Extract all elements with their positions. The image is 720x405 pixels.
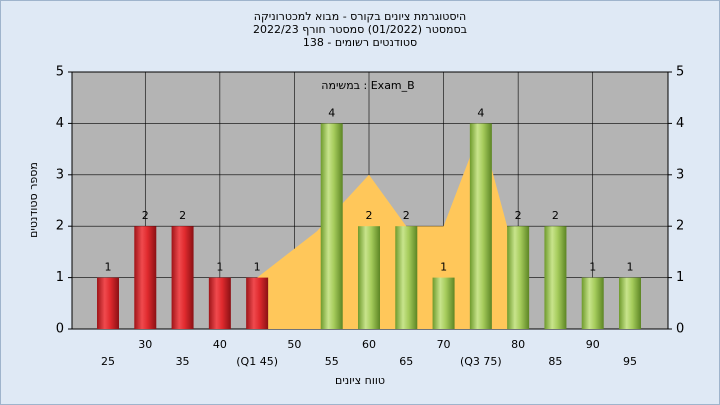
value-label: 2 (142, 209, 149, 222)
value-label: 1 (254, 261, 261, 274)
x-tick-label: 95 (623, 355, 637, 368)
x-tick-label: (Q3 75) (460, 355, 502, 368)
y2-tick-label: 0 (676, 322, 684, 337)
y-tick-label: 3 (56, 167, 64, 182)
x-tick-label: 40 (213, 338, 227, 351)
y2-tick-label: 5 (676, 65, 684, 80)
bar (544, 226, 567, 329)
bar (619, 277, 641, 329)
bar (395, 226, 418, 329)
value-label: 1 (627, 261, 634, 274)
bar (358, 226, 380, 329)
value-label: 2 (515, 209, 522, 222)
x-tick-label: 70 (437, 338, 451, 351)
value-label: 2 (179, 209, 186, 222)
y2-tick-label: 2 (676, 219, 684, 234)
value-label: 1 (589, 261, 596, 274)
y-tick-label: 0 (56, 322, 64, 337)
bar (507, 226, 530, 329)
bar (320, 123, 343, 330)
x-tick-label: (Q1 45) (236, 355, 278, 368)
bar (134, 226, 157, 329)
x-tick-label: 60 (362, 338, 376, 351)
title-line: בסמסטר (01/2022) סמסטר חורף 2022/23 (253, 23, 467, 36)
x-tick-label: 50 (287, 338, 301, 351)
x-axis-label: טווח ציונים (335, 374, 385, 387)
value-label: 1 (216, 261, 223, 274)
x-tick-label: 35 (176, 355, 190, 368)
x-tick-label: 85 (548, 355, 562, 368)
bar (171, 226, 194, 329)
value-label: 2 (366, 209, 373, 222)
y2-tick-label: 3 (676, 167, 684, 182)
bar (432, 277, 455, 329)
x-tick-label: 65 (399, 355, 413, 368)
bar (581, 277, 604, 329)
value-label: 1 (105, 261, 112, 274)
title-line: סטודנטים רשומים - 138 (303, 36, 417, 49)
title-line: היסטוגרמת ציונים בקורס - מבוא למכטרוניקה (254, 10, 466, 23)
x-tick-label: 80 (511, 338, 525, 351)
value-label: 4 (477, 106, 484, 119)
y-tick-label: 5 (56, 65, 64, 80)
y-tick-label: 2 (56, 219, 64, 234)
value-label: 4 (328, 106, 335, 119)
y2-tick-label: 1 (676, 270, 684, 285)
bar (97, 277, 119, 329)
x-tick-label: 55 (325, 355, 339, 368)
x-tick-label: 90 (586, 338, 600, 351)
y-tick-label: 4 (56, 116, 64, 131)
bar (208, 277, 231, 329)
value-label: 2 (403, 209, 410, 222)
x-tick-label: 25 (101, 355, 115, 368)
x-tick-label: 30 (138, 338, 152, 351)
y-tick-label: 1 (56, 270, 64, 285)
annotation: במשימה : Exam_B (321, 79, 414, 92)
y2-tick-label: 4 (676, 116, 684, 131)
bar (246, 277, 269, 329)
value-label: 1 (440, 261, 447, 274)
y-axis-label: מספר סטודנטים (27, 162, 40, 238)
bar (469, 123, 492, 330)
value-label: 2 (552, 209, 559, 222)
